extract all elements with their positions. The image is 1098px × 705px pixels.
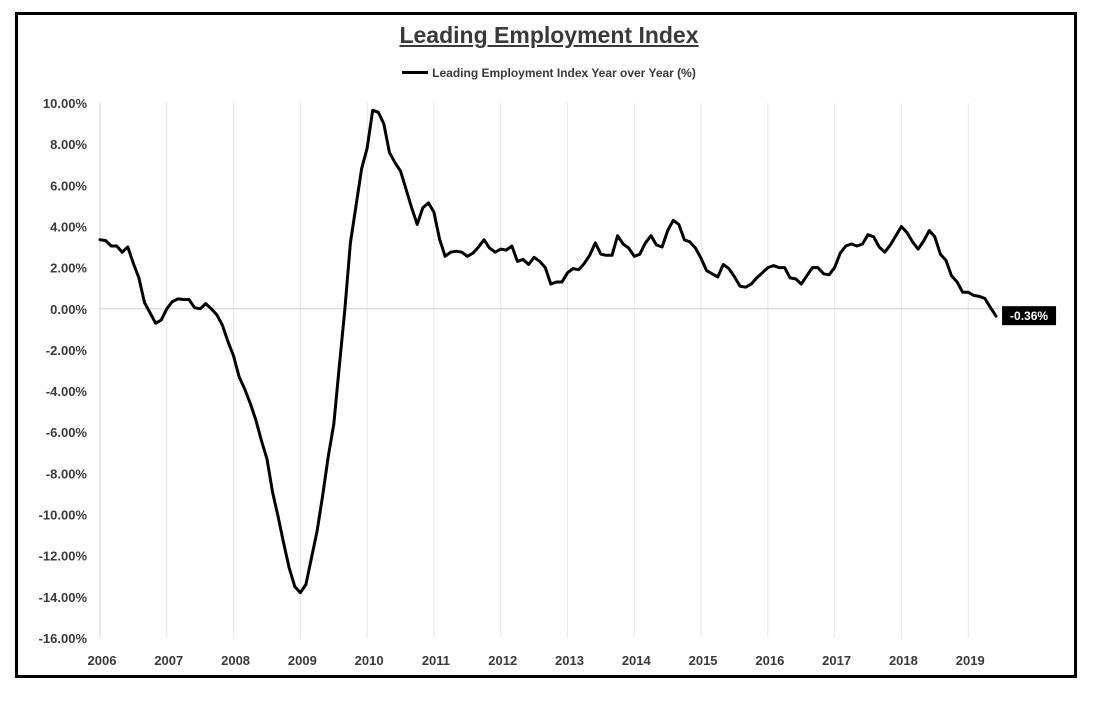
x-tick-label: 2011	[422, 653, 450, 668]
y-tick-label: -12.00%	[39, 549, 88, 564]
chart-legend: Leading Employment Index Year over Year …	[0, 66, 1098, 80]
y-tick-label: -8.00%	[46, 466, 88, 481]
chart-frame	[15, 12, 1077, 678]
series-line-0	[98, 108, 998, 595]
y-tick-label: -16.00%	[39, 631, 88, 646]
x-tick-label: 2007	[154, 653, 183, 668]
grid-lines	[99, 103, 969, 638]
x-tick-label: 2009	[288, 653, 317, 668]
x-tick-label: 2015	[689, 653, 718, 668]
x-tick-label: 2017	[822, 653, 851, 668]
axes	[99, 103, 1035, 638]
x-axis-tick-labels: 2006 2007 2008 2009 2010 2011 2012 2013 2014 2015…	[88, 653, 985, 668]
end-label-layer: -0.36%	[1002, 306, 1057, 326]
y-tick-label: -4.00%	[46, 384, 88, 399]
x-tick-label: 2006	[88, 653, 117, 668]
y-tick-label: 6.00%	[50, 178, 87, 193]
y-tick-label: 4.00%	[50, 219, 87, 234]
series-layer	[98, 108, 998, 595]
x-tick-label: 2008	[221, 653, 250, 668]
y-tick-label: -2.00%	[46, 343, 88, 358]
x-tick-label: 2014	[622, 653, 652, 668]
legend-line-swatch	[402, 71, 429, 75]
chart-title: Leading Employment Index	[399, 22, 699, 48]
x-tick-label: 2013	[555, 653, 584, 668]
y-tick-label: 8.00%	[50, 137, 87, 152]
x-tick-label: 2019	[956, 653, 985, 668]
x-tick-label: 2010	[355, 653, 384, 668]
y-axis-tick-labels: 10.00% 8.00% 6.00% 4.00% 2.00% 0.00% -2.00% -4.…	[39, 96, 88, 646]
end-label: -0.36%	[1010, 309, 1048, 323]
x-tick-label: 2018	[889, 653, 918, 668]
legend-entry: Leading Employment Index Year over Year …	[432, 66, 696, 80]
x-tick-label: 2016	[755, 653, 784, 668]
end-label-box	[1002, 306, 1057, 326]
x-tick-label: 2012	[488, 653, 517, 668]
y-tick-label: -14.00%	[39, 590, 88, 605]
y-tick-label: 2.00%	[50, 261, 87, 276]
y-tick-label: 10.00%	[43, 96, 88, 111]
y-tick-label: 0.00%	[50, 302, 87, 317]
y-tick-label: -6.00%	[46, 425, 88, 440]
y-tick-label: -10.00%	[39, 508, 88, 523]
